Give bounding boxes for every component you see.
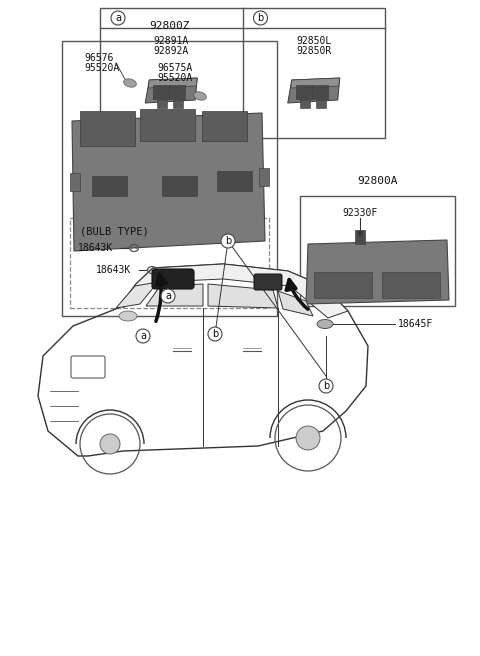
Polygon shape (72, 113, 265, 251)
Text: b: b (212, 329, 218, 339)
Polygon shape (291, 78, 340, 88)
Bar (62, 41, 277, 316)
Bar (100, 8, 385, 138)
Polygon shape (123, 264, 348, 318)
Polygon shape (116, 282, 158, 308)
Bar (300, 100, 310, 108)
Polygon shape (278, 291, 313, 316)
Polygon shape (148, 78, 197, 88)
Ellipse shape (124, 79, 136, 87)
Bar (80, 111, 135, 146)
Bar (70, 218, 269, 308)
Polygon shape (208, 284, 278, 308)
Text: 92800A: 92800A (357, 176, 398, 186)
Ellipse shape (119, 311, 137, 321)
Circle shape (253, 11, 267, 25)
Circle shape (221, 234, 235, 248)
Circle shape (136, 329, 150, 343)
Text: 96575A: 96575A (157, 63, 192, 73)
Polygon shape (306, 240, 449, 304)
Bar (173, 100, 183, 108)
Bar (382, 272, 440, 298)
Bar (92, 176, 127, 196)
Text: 92850R: 92850R (296, 46, 331, 56)
Polygon shape (145, 78, 197, 103)
Bar (202, 111, 247, 141)
Bar (217, 171, 252, 191)
Circle shape (111, 11, 125, 25)
Text: 92800Z: 92800Z (149, 21, 190, 31)
Bar (70, 173, 80, 191)
Circle shape (161, 289, 175, 303)
Bar (300, 196, 455, 306)
Bar (316, 100, 326, 108)
Text: b: b (257, 13, 264, 23)
Circle shape (100, 434, 120, 454)
Text: 96576: 96576 (84, 53, 113, 63)
Ellipse shape (193, 92, 206, 100)
Bar (312, 85, 328, 99)
Text: 95520A: 95520A (157, 73, 192, 83)
FancyBboxPatch shape (254, 274, 282, 290)
FancyBboxPatch shape (152, 269, 194, 289)
Circle shape (208, 327, 222, 341)
Bar (157, 100, 167, 108)
Text: 18643K: 18643K (78, 243, 113, 253)
Text: 92330F: 92330F (342, 208, 378, 218)
Circle shape (319, 379, 333, 393)
Text: a: a (115, 13, 121, 23)
Polygon shape (146, 284, 203, 306)
Text: a: a (140, 331, 146, 341)
Bar (296, 85, 312, 99)
Bar (169, 85, 185, 99)
Text: a: a (165, 291, 171, 301)
Text: 95520A: 95520A (84, 63, 119, 73)
Bar (355, 230, 365, 244)
Text: 92892A: 92892A (154, 46, 189, 56)
Circle shape (296, 426, 320, 450)
Bar (162, 176, 197, 196)
Bar (259, 168, 269, 186)
Bar (153, 85, 169, 99)
Polygon shape (288, 78, 340, 103)
Text: 18643K: 18643K (96, 265, 131, 275)
Text: (BULB TYPE): (BULB TYPE) (80, 226, 149, 236)
Text: 18645F: 18645F (398, 319, 433, 329)
Text: 92891A: 92891A (154, 36, 189, 46)
Text: 92850L: 92850L (296, 36, 331, 46)
Text: b: b (323, 381, 329, 391)
Ellipse shape (317, 319, 333, 329)
Bar (314, 272, 372, 298)
Text: b: b (225, 236, 231, 246)
Bar (140, 109, 195, 141)
